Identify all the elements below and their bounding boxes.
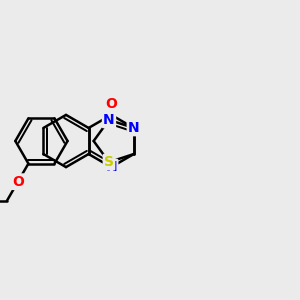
Text: N: N (128, 121, 140, 135)
Text: S: S (104, 155, 114, 169)
Text: O: O (105, 98, 117, 111)
Text: N: N (105, 160, 117, 174)
Text: O: O (12, 175, 24, 189)
Text: N: N (103, 113, 115, 127)
